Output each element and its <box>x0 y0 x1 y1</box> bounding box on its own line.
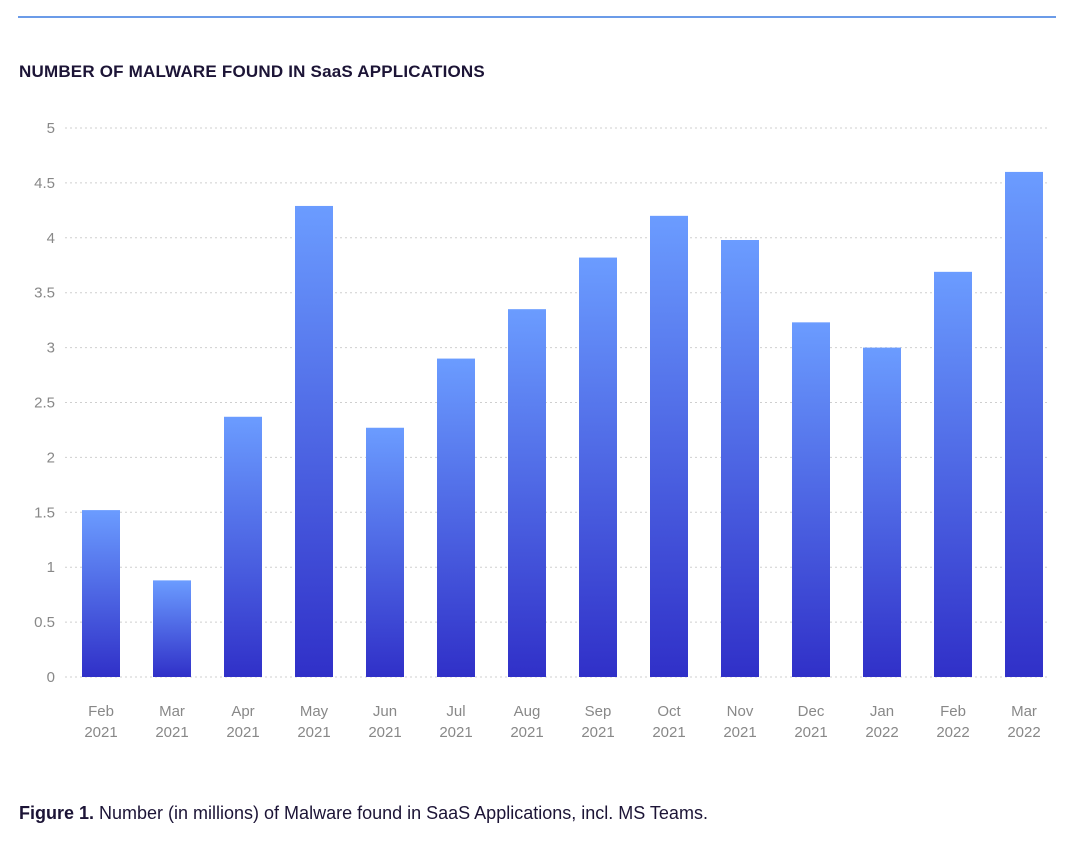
x-tick-label: 2021 <box>84 724 117 741</box>
x-tick-label: 2021 <box>723 724 756 741</box>
bar <box>153 580 191 677</box>
x-tick-label: Jun <box>373 703 397 720</box>
x-tick-label: 2021 <box>510 724 543 741</box>
x-tick-label: 2021 <box>155 724 188 741</box>
x-tick-label: 2021 <box>368 724 401 741</box>
x-tick-label: 2021 <box>226 724 259 741</box>
y-tick-label: 5 <box>47 120 55 137</box>
bar <box>224 416 262 677</box>
x-tick-label: Apr <box>231 703 254 720</box>
y-tick-label: 1.5 <box>34 504 55 521</box>
y-tick-label: 3.5 <box>34 285 55 302</box>
y-tick-label: 4 <box>47 230 55 247</box>
y-tick-label: 2.5 <box>34 395 55 412</box>
x-tick-label: 2021 <box>652 724 685 741</box>
x-tick-label: 2021 <box>297 724 330 741</box>
caption-text: Number (in millions) of Malware found in… <box>94 803 708 823</box>
bar <box>437 358 475 677</box>
top-accent-line <box>18 16 1056 18</box>
bar <box>366 427 404 677</box>
x-tick-label: Sep <box>585 703 612 720</box>
y-tick-label: 0.5 <box>34 614 55 631</box>
chart-title: NUMBER OF MALWARE FOUND IN SaaS APPLICAT… <box>19 62 485 81</box>
x-tick-label: Jul <box>446 703 465 720</box>
x-tick-label: Feb <box>940 703 966 720</box>
y-tick-label: 3 <box>47 340 55 357</box>
bar <box>508 309 546 677</box>
x-tick-label: 2022 <box>865 724 898 741</box>
y-tick-label: 2 <box>47 449 55 466</box>
bar <box>934 271 972 677</box>
x-tick-label: Jan <box>870 703 894 720</box>
x-tick-label: Aug <box>514 703 541 720</box>
x-tick-label: Feb <box>88 703 114 720</box>
x-tick-label: 2022 <box>936 724 969 741</box>
bar <box>721 239 759 677</box>
x-tick-label: 2021 <box>439 724 472 741</box>
bar <box>82 510 120 677</box>
x-tick-label: Nov <box>727 703 754 720</box>
bar <box>650 215 688 677</box>
bar <box>792 322 830 677</box>
bar <box>863 347 901 677</box>
x-tick-label: Oct <box>657 703 681 720</box>
x-tick-label: 2021 <box>794 724 827 741</box>
y-tick-label: 4.5 <box>34 175 55 192</box>
x-tick-label: Dec <box>798 703 825 720</box>
caption-label: Figure 1. <box>19 803 95 823</box>
bar <box>295 205 333 677</box>
x-tick-label: 2021 <box>581 724 614 741</box>
y-tick-label: 0 <box>47 669 55 686</box>
x-tick-label: 2022 <box>1007 724 1040 741</box>
x-tick-label: May <box>300 703 329 720</box>
bar <box>1005 171 1043 678</box>
figure-caption: Figure 1. Number (in millions) of Malwar… <box>19 803 708 824</box>
x-tick-label: Mar <box>1011 703 1037 720</box>
y-tick-label: 1 <box>47 559 55 576</box>
x-tick-label: Mar <box>159 703 185 720</box>
bar <box>579 257 617 677</box>
